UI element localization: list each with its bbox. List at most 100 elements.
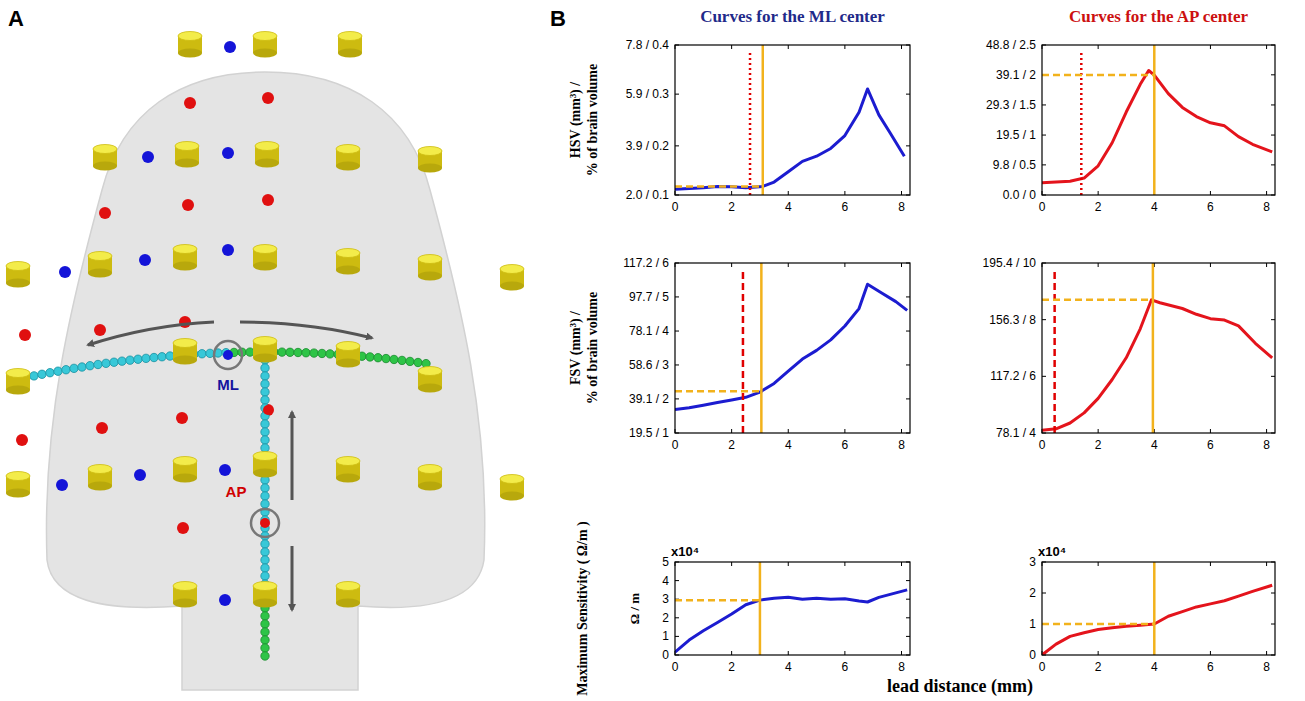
x-tick-label: 4 bbox=[1151, 660, 1158, 674]
strip-contact bbox=[261, 556, 269, 564]
electrode-bottom bbox=[336, 474, 360, 483]
red-site bbox=[94, 324, 106, 336]
y-tick-label: 39.1 / 2 bbox=[629, 392, 669, 406]
selected-level bbox=[675, 599, 760, 602]
electrode bbox=[173, 582, 197, 608]
y-tick-label: 5.9 / 0.3 bbox=[626, 87, 670, 101]
strip-contact bbox=[261, 372, 269, 380]
electrode-top bbox=[500, 265, 524, 274]
electrode-bottom bbox=[418, 482, 442, 491]
x-tick bbox=[1266, 263, 1267, 267]
y-tick-label: 58.6 / 3 bbox=[629, 358, 669, 372]
x-tick bbox=[731, 429, 732, 433]
strip-contact bbox=[286, 348, 294, 356]
electrode-top bbox=[173, 245, 197, 254]
electrode bbox=[253, 452, 277, 478]
strip-contact bbox=[70, 364, 78, 372]
electrode-top bbox=[253, 245, 277, 254]
strip-contact bbox=[261, 564, 269, 572]
x-tick bbox=[844, 263, 845, 267]
y-tick-label: 2 bbox=[662, 611, 669, 625]
x-tick bbox=[1266, 191, 1267, 195]
electrode-bottom bbox=[88, 482, 112, 491]
strip-contact bbox=[261, 364, 269, 372]
x-tick-label: 4 bbox=[785, 660, 792, 674]
electrode-top bbox=[255, 142, 279, 151]
electrode bbox=[173, 339, 197, 365]
red-site bbox=[16, 434, 28, 446]
electrode-bottom bbox=[88, 269, 112, 278]
electrode bbox=[336, 249, 360, 275]
electrode bbox=[500, 475, 524, 501]
blue-site bbox=[56, 479, 68, 491]
x-tick-label: 4 bbox=[785, 438, 792, 452]
x-tick bbox=[901, 191, 902, 195]
y-tick-label: 3.9 / 0.2 bbox=[626, 139, 670, 153]
strip-contact bbox=[261, 644, 269, 652]
column-title: Curves for the AP center bbox=[1069, 7, 1249, 26]
strip-contact bbox=[198, 350, 206, 358]
selected-level bbox=[1042, 299, 1153, 302]
x-tick bbox=[1210, 263, 1211, 267]
ap-center-ring bbox=[251, 509, 279, 537]
plot-area bbox=[675, 263, 907, 433]
x-tick-label: 0 bbox=[1039, 660, 1046, 674]
x-tick-label: 6 bbox=[842, 660, 849, 674]
electrode bbox=[253, 32, 277, 58]
y-axis-title: HSV (mm³) / bbox=[568, 81, 584, 158]
strip-contact bbox=[166, 352, 174, 360]
y-axis-title: % of brain volume bbox=[585, 292, 600, 404]
electrode bbox=[173, 245, 197, 271]
x-tick-label: 2 bbox=[728, 438, 735, 452]
strip-contact bbox=[126, 356, 134, 364]
electrode bbox=[88, 465, 112, 491]
blue-site bbox=[219, 594, 231, 606]
electrode bbox=[336, 145, 360, 171]
electrode-top bbox=[6, 369, 30, 378]
electrode-top bbox=[336, 249, 360, 258]
plot-area bbox=[675, 45, 904, 195]
electrode-bottom bbox=[173, 262, 197, 271]
y-tick-label: 19.5 / 1 bbox=[996, 128, 1036, 142]
y-tick-label: 156.3 / 8 bbox=[989, 313, 1036, 327]
selected-distance bbox=[1153, 45, 1156, 195]
electrode bbox=[175, 142, 199, 168]
electrode bbox=[418, 147, 442, 173]
strip-contact bbox=[46, 369, 54, 377]
x-axis-title: lead distance (mm) bbox=[887, 676, 1033, 697]
strip-contact bbox=[366, 353, 374, 361]
threshold-line bbox=[749, 51, 752, 195]
electrode-top bbox=[6, 262, 30, 271]
x-tick bbox=[788, 263, 789, 267]
x-tick-label: 6 bbox=[1207, 660, 1214, 674]
chart: 024680123x10⁴ bbox=[1029, 544, 1275, 674]
y-tick-label: 1 bbox=[662, 629, 669, 643]
plot-frame bbox=[675, 263, 910, 433]
x-tick-label: 0 bbox=[1039, 438, 1046, 452]
y-tick-label: 195.4 / 10 bbox=[983, 256, 1037, 270]
electrode-top bbox=[6, 472, 30, 481]
strip-contact bbox=[261, 396, 269, 404]
x-tick-label: 6 bbox=[842, 438, 849, 452]
center-label: AP bbox=[226, 483, 247, 500]
electrode-top bbox=[418, 255, 442, 264]
y-tick-label: 0.0 / 0 bbox=[1003, 188, 1037, 202]
strip-contact bbox=[382, 354, 390, 362]
y-tick-label: 0 bbox=[1029, 648, 1036, 662]
electrode bbox=[6, 472, 30, 498]
electrode-bottom bbox=[6, 489, 30, 498]
x-tick bbox=[1098, 263, 1099, 267]
x-tick-label: 2 bbox=[1095, 438, 1102, 452]
strip-contact bbox=[310, 349, 318, 357]
plot-area bbox=[1042, 263, 1272, 433]
strip-contact bbox=[318, 349, 326, 357]
strip-contact bbox=[261, 484, 269, 492]
electrode-bottom bbox=[6, 386, 30, 395]
y-unit-label: Ω / m bbox=[627, 593, 642, 625]
chart: 0246878.1 / 4117.2 / 6156.3 / 8195.4 / 1… bbox=[983, 256, 1275, 452]
electrode-top bbox=[253, 452, 277, 461]
electrode bbox=[418, 465, 442, 491]
blue-site bbox=[59, 266, 71, 278]
strip-contact bbox=[118, 357, 126, 365]
electrode-bottom bbox=[418, 164, 442, 173]
